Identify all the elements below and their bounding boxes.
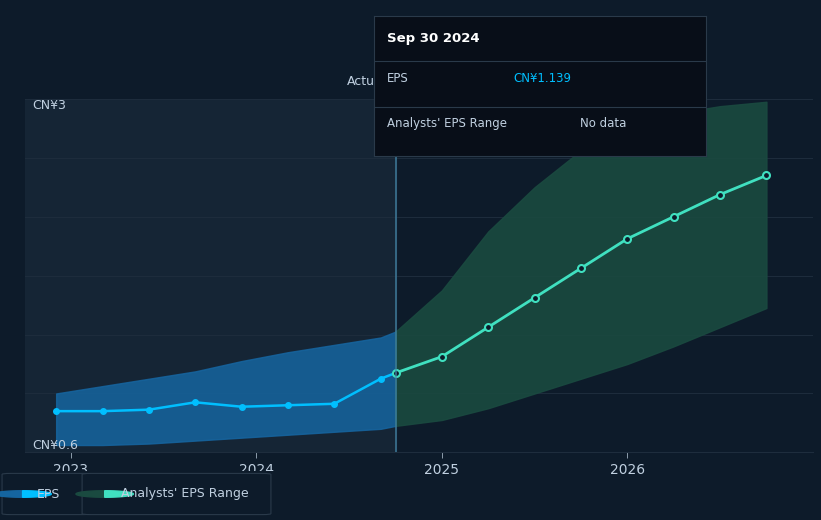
Text: No data: No data [580,116,626,129]
Text: Analysts Forecasts: Analysts Forecasts [405,75,521,88]
Text: Analysts' EPS Range: Analysts' EPS Range [387,116,507,129]
Polygon shape [76,491,105,497]
Text: Actual: Actual [347,75,386,88]
Text: EPS: EPS [387,72,409,85]
Text: CN¥0.6: CN¥0.6 [32,439,78,452]
Text: Analysts' EPS Range: Analysts' EPS Range [122,488,249,500]
Polygon shape [0,491,23,497]
FancyBboxPatch shape [2,473,90,515]
Text: Sep 30 2024: Sep 30 2024 [387,32,479,45]
Polygon shape [105,491,133,497]
Text: EPS: EPS [37,488,60,500]
FancyBboxPatch shape [82,473,271,515]
Polygon shape [23,491,51,497]
Text: CN¥1.139: CN¥1.139 [513,72,571,85]
Bar [25,99,396,452]
Text: CN¥3: CN¥3 [32,99,66,112]
